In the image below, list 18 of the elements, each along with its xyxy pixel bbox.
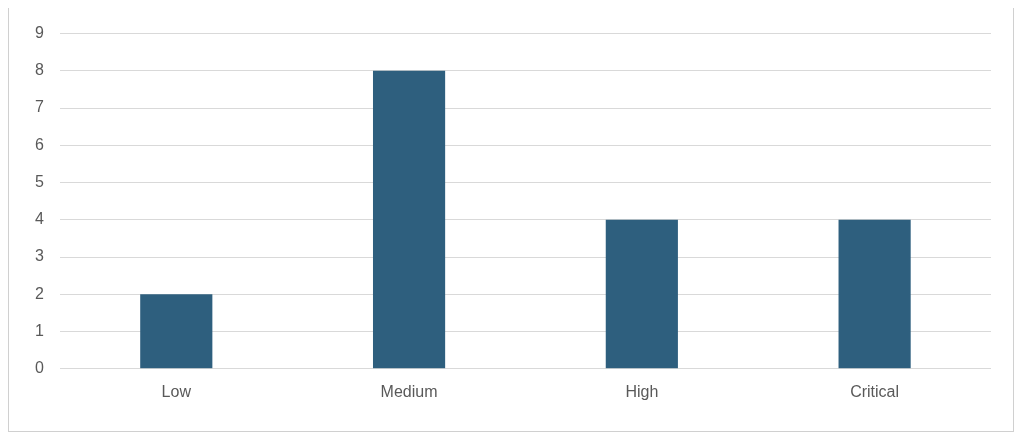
x-tick-label: Critical <box>850 382 900 400</box>
y-tick-label: 3 <box>34 247 44 265</box>
bar <box>838 219 911 369</box>
y-tick-label: 9 <box>34 24 44 42</box>
y-tick-label: 0 <box>34 359 44 377</box>
y-tick-label: 1 <box>34 321 44 339</box>
y-tick-label: 5 <box>34 172 44 190</box>
y-tick-label: 8 <box>34 61 44 79</box>
bar <box>605 219 678 369</box>
bar <box>372 70 446 369</box>
x-tick-label: High <box>625 382 659 400</box>
bar <box>140 294 213 369</box>
x-tick-label: Medium <box>380 382 438 400</box>
y-tick-label: 4 <box>34 210 44 228</box>
y-tick-label: 2 <box>34 284 44 302</box>
x-tick-label: Low <box>161 382 192 400</box>
y-tick-label: 7 <box>34 98 44 116</box>
y-tick-label: 6 <box>34 135 44 153</box>
